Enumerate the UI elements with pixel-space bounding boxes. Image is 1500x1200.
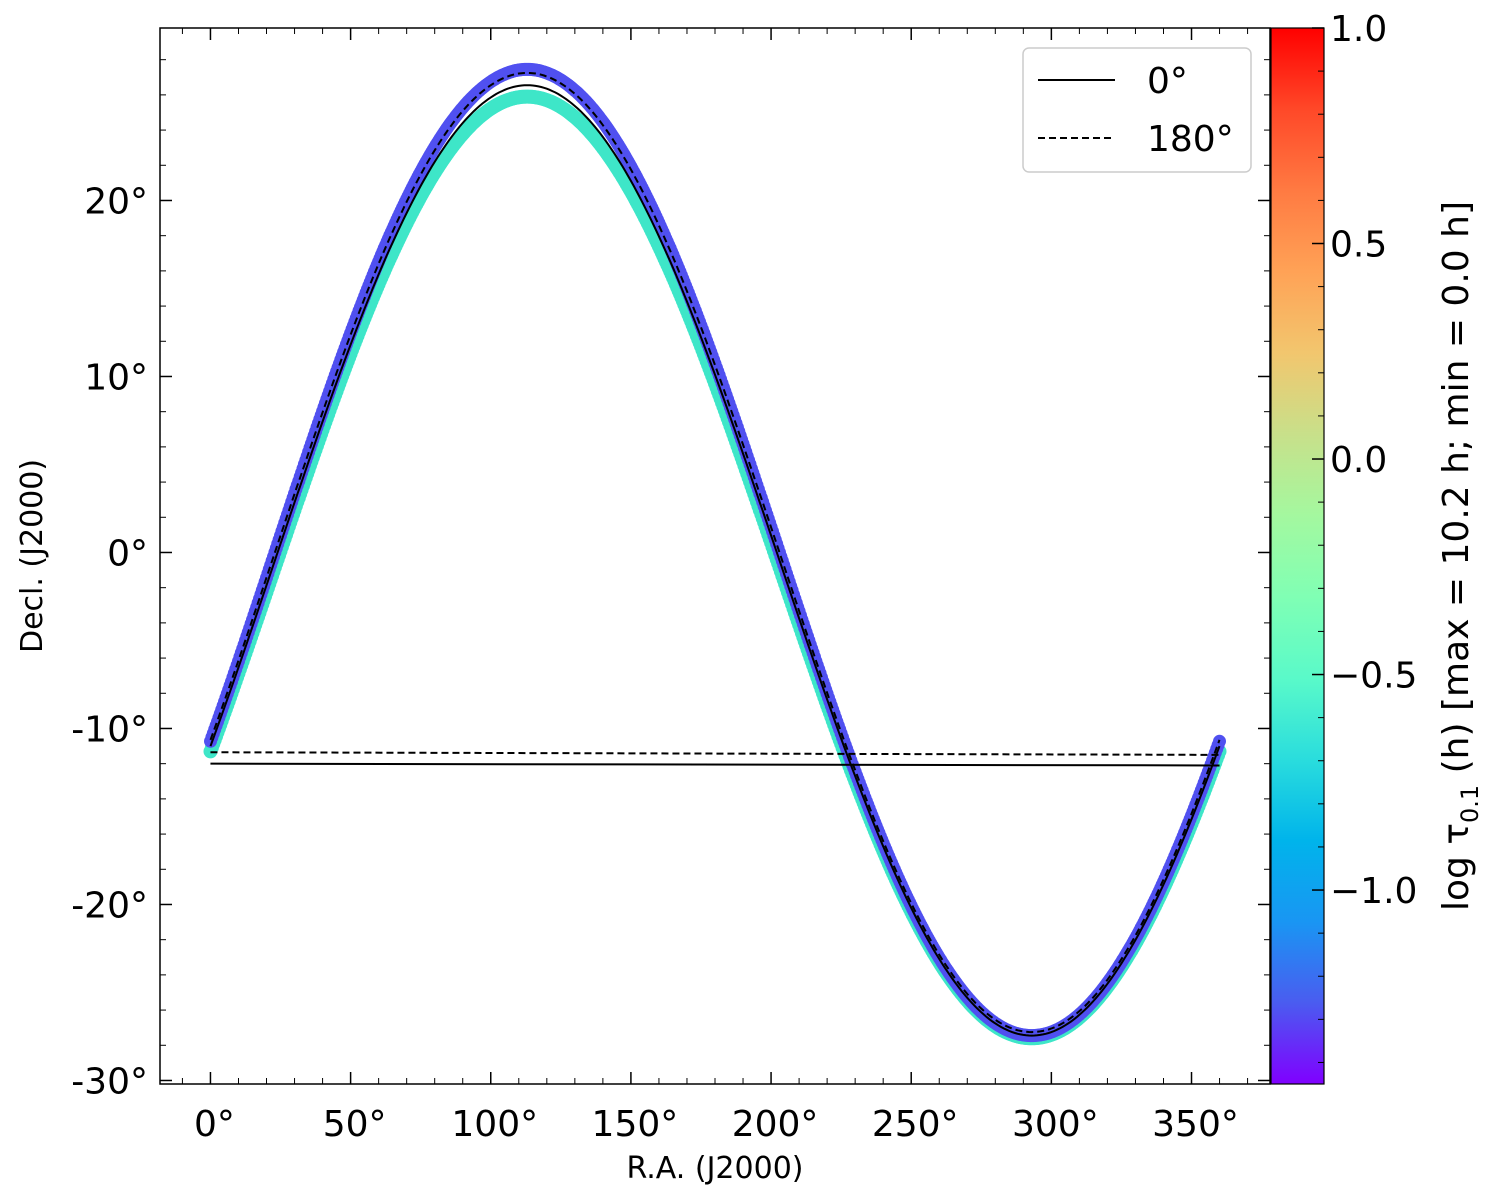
y-axis-label: Decl. (J2000) [15, 459, 50, 653]
legend-label-0: 0° [1147, 61, 1188, 102]
x-tick-label: 0° [194, 1104, 235, 1145]
colorbar-label: log τ0.1 (h) [max = 10.2 h; min = 0.0 h] [1436, 201, 1484, 911]
y-tick-label: 10° [84, 357, 148, 398]
colorbar-tick-label: 0.0 [1330, 440, 1387, 481]
colorbar-frame [1270, 27, 1325, 1085]
y-tick-label: -20° [71, 885, 148, 926]
legend: 0° 180° [1022, 47, 1252, 173]
closing-line-180deg [210, 751, 1220, 756]
closing-line-0deg [210, 762, 1220, 767]
x-tick-label: 100° [451, 1104, 538, 1145]
model-curves [209, 71, 1221, 1037]
scatter-band [203, 62, 1227, 1046]
x-tick-label: 350° [1152, 1104, 1239, 1145]
y-tick-label: -10° [71, 709, 148, 750]
legend-label-180: 180° [1147, 119, 1234, 160]
x-tick-label: 300° [1012, 1104, 1099, 1145]
colorbar-tick-label: −1.0 [1330, 871, 1417, 912]
colorbar-tick-label: 0.5 [1330, 225, 1387, 266]
y-tick-label: 20° [84, 181, 148, 222]
curve-180deg [209, 71, 1221, 1034]
x-axis-label: R.A. (J2000) [627, 1151, 804, 1186]
plot-frame [159, 27, 1271, 1085]
colorbar-ticks: −1.0 −0.5 0.0 0.5 1.0 [1312, 9, 1417, 1063]
colorbar: −1.0 −0.5 0.0 0.5 1.0 log τ0.1 (h) [max = 10… [1270, 9, 1484, 1085]
colorbar-gradient [1271, 28, 1324, 1084]
y-axis-ticks: -30° -20° -10° 0° 10° 20° [71, 59, 1270, 1102]
x-axis-ticks: 0° 50° 100° 150° 200° 250° 300° 350° [181, 28, 1249, 1145]
x-tick-label: 250° [872, 1104, 959, 1145]
colorbar-tick-label: 1.0 [1330, 9, 1387, 50]
curve-0deg [209, 84, 1221, 1037]
x-tick-label: 150° [592, 1104, 679, 1145]
colorbar-tick-label: −0.5 [1330, 656, 1417, 697]
y-tick-label: 0° [107, 533, 148, 574]
y-tick-label: -30° [71, 1061, 148, 1102]
x-tick-label: 50° [323, 1104, 387, 1145]
x-tick-label: 200° [732, 1104, 819, 1145]
